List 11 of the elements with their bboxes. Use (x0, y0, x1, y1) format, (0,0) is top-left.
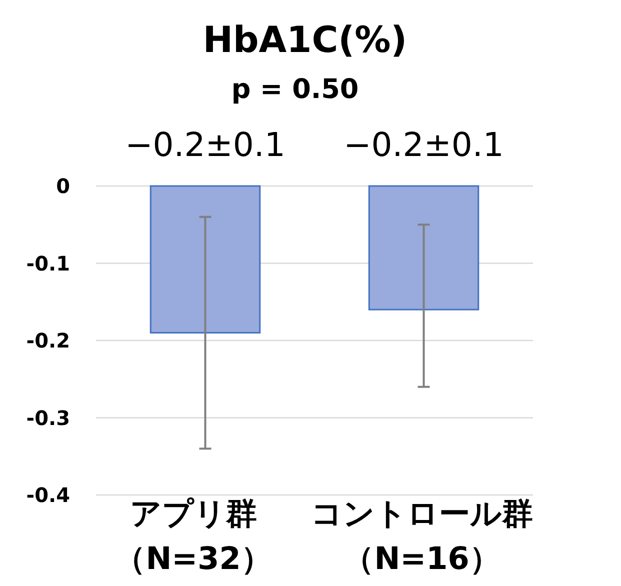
y-tick-label: 0 (56, 174, 70, 198)
data-label: −0.2±0.1 (344, 125, 504, 164)
y-tick-label: -0.1 (26, 251, 70, 276)
chart-subtitle: p = 0.50 (231, 74, 359, 105)
chart-title: HbA1C(%) (202, 20, 408, 61)
x-tick-label: アプリ群（N=32） (114, 496, 272, 577)
y-tick-label: -0.2 (26, 328, 70, 352)
x-tick-label: コントロール群（N=16） (310, 496, 533, 577)
data-label: −0.2±0.1 (125, 125, 286, 164)
y-tick-label: -0.3 (26, 406, 70, 430)
y-tick-label: -0.4 (26, 483, 70, 507)
